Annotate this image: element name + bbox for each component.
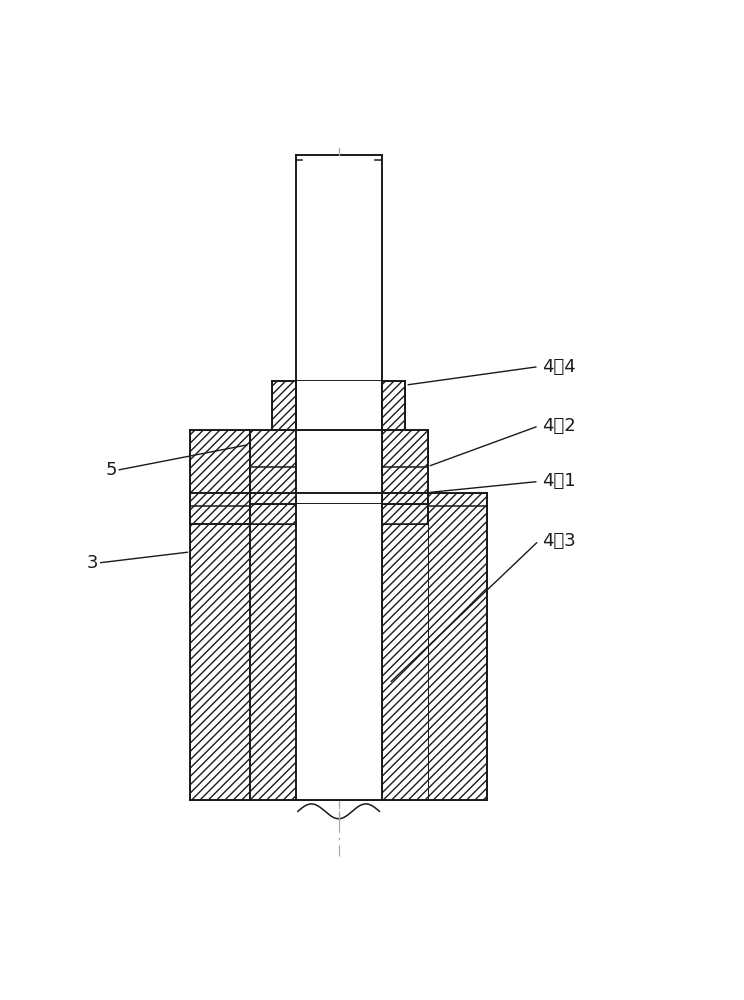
Polygon shape [250,504,295,524]
Bar [382,430,428,504]
Bar [428,493,487,800]
Bar [382,381,405,430]
Bar [190,493,250,800]
Text: 4－2: 4－2 [542,417,577,435]
Text: 5: 5 [105,461,117,479]
Text: 4－3: 4－3 [542,532,577,550]
Bar [295,524,382,800]
Polygon shape [382,504,428,524]
Bar [190,430,250,524]
Bar [295,504,382,524]
Text: 3: 3 [86,554,98,572]
Text: 4－4: 4－4 [542,358,577,376]
Text: 4－1: 4－1 [542,472,576,490]
Bar [295,155,382,430]
Bar [250,430,295,504]
Bar [272,381,295,430]
Bar [295,381,382,430]
Bar [382,524,428,800]
Bar [295,430,382,504]
Bar [250,524,295,800]
